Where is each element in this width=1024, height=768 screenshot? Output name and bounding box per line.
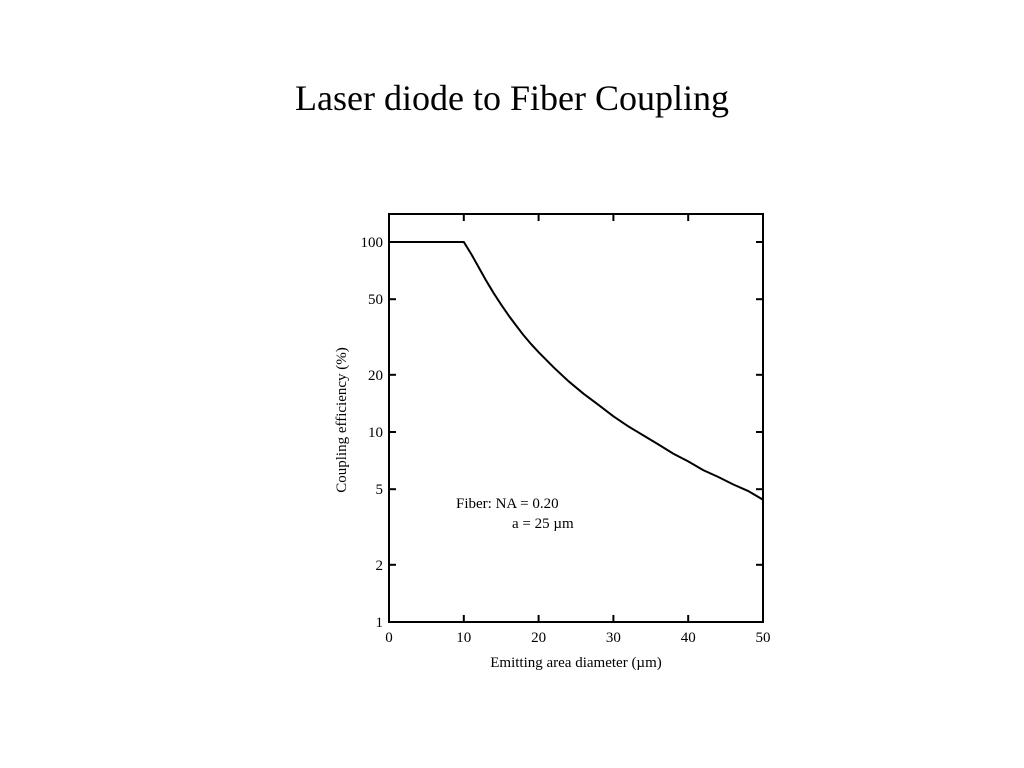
x-tick-label: 40 xyxy=(681,630,696,646)
plot-frame xyxy=(388,213,764,623)
y-tick-label: 2 xyxy=(376,558,384,574)
x-axis-label: Emitting area diameter (µm) xyxy=(490,655,662,671)
y-tick-label: 5 xyxy=(376,482,384,498)
x-tick-label: 30 xyxy=(606,630,621,646)
slide-title: Laser diode to Fiber Coupling xyxy=(295,78,729,118)
annotation-fiber-na: Fiber: NA = 0.20 xyxy=(456,496,559,512)
axis-tick-labels: 0 10 20 30 40 50 1 2 5 10 20 50 100 xyxy=(361,235,771,646)
x-tick-label: 10 xyxy=(456,630,471,646)
x-tick-label: 0 xyxy=(385,630,393,646)
x-tick-label: 20 xyxy=(531,630,546,646)
x-tick-label: 50 xyxy=(756,630,771,646)
y-axis-label: Coupling efficiency (%) xyxy=(334,347,350,493)
coupling-efficiency-curve xyxy=(389,241,764,501)
y-tick-label: 20 xyxy=(368,368,383,384)
y-tick-label: 50 xyxy=(368,292,383,308)
y-tick-label: 10 xyxy=(368,425,383,441)
axis-ticks xyxy=(388,214,764,623)
y-tick-label: 1 xyxy=(376,615,384,631)
y-tick-label: 100 xyxy=(361,235,384,251)
annotation-core-radius: a = 25 µm xyxy=(512,516,574,532)
